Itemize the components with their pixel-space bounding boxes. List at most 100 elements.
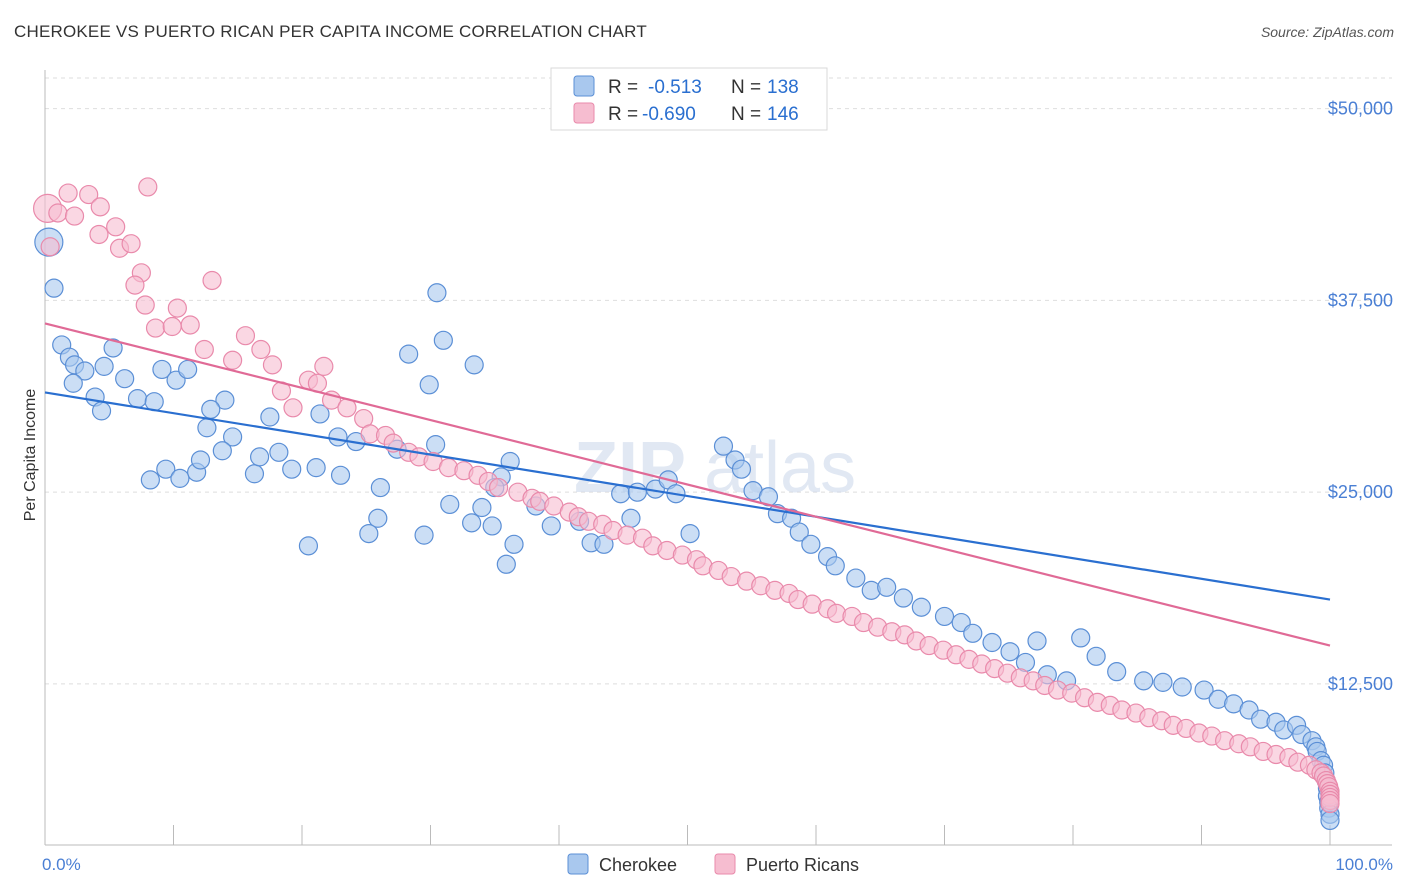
cherokee-point bbox=[731, 459, 752, 479]
cherokee-point bbox=[75, 361, 95, 381]
bottom-legend-label-puerto-rican: Puerto Ricans bbox=[746, 855, 859, 875]
puerto-rican-point bbox=[251, 339, 271, 360]
puerto-rican-point bbox=[162, 316, 182, 337]
cherokee-point bbox=[94, 356, 114, 376]
cherokee-point bbox=[249, 447, 270, 467]
puerto-rican-point bbox=[125, 275, 145, 295]
cherokee-point bbox=[414, 525, 434, 545]
cherokee-point bbox=[1107, 662, 1127, 682]
cherokee-point bbox=[911, 597, 931, 617]
cherokee-point bbox=[140, 470, 160, 490]
gridlines bbox=[45, 77, 1392, 685]
cherokee-point bbox=[1194, 680, 1214, 700]
puerto-rican-point bbox=[89, 224, 109, 245]
cherokee-point bbox=[496, 554, 516, 574]
cherokee-point bbox=[482, 516, 502, 536]
legend-swatch-puerto-rican bbox=[573, 102, 595, 124]
bottom-legend-swatch-puerto-rican bbox=[714, 853, 736, 875]
cherokee-point bbox=[982, 632, 1002, 653]
x-tick-labels: 0.0% 100.0% bbox=[42, 855, 1393, 874]
y-tick-label: $50,000 bbox=[1328, 99, 1393, 119]
y-tick-labels: $12,500 $25,000 $37,500 $50,000 bbox=[1328, 99, 1393, 694]
cherokee-point bbox=[197, 418, 217, 438]
legend-n-value-puerto-rican: 146 bbox=[767, 104, 799, 125]
cherokee-point bbox=[1027, 631, 1047, 651]
cherokee-point bbox=[330, 465, 351, 485]
cherokee-point bbox=[825, 556, 845, 576]
cherokee-point bbox=[63, 373, 83, 393]
cherokee-point bbox=[789, 522, 809, 542]
cherokee-point bbox=[594, 534, 614, 554]
cherokee-point bbox=[44, 278, 64, 298]
legend-n-label-cherokee: N = bbox=[731, 77, 761, 98]
puerto-rican-point bbox=[489, 477, 509, 498]
puerto-rican-point bbox=[283, 398, 303, 418]
cherokee-point bbox=[156, 459, 176, 479]
puerto-rican-point bbox=[223, 350, 243, 370]
cherokee-point bbox=[223, 427, 243, 447]
puerto-rican-point bbox=[145, 318, 166, 338]
legend-r-value-puerto-rican: -0.690 bbox=[642, 104, 696, 125]
source-label: Source: ZipAtlas.com bbox=[1260, 24, 1394, 40]
cherokee-point bbox=[115, 369, 135, 389]
cherokee-point bbox=[426, 435, 446, 455]
cherokee-point bbox=[464, 355, 484, 375]
puerto-rican-point bbox=[180, 315, 200, 335]
y-tick-label: $37,500 bbox=[1328, 290, 1393, 310]
cherokee-point bbox=[370, 477, 390, 498]
cherokee-point bbox=[152, 359, 172, 380]
cherokee-point bbox=[178, 359, 198, 380]
puerto-rican-point bbox=[40, 237, 60, 257]
cherokee-point bbox=[1071, 628, 1091, 648]
puerto-rican-point bbox=[106, 217, 126, 237]
cherokee-point bbox=[462, 513, 482, 533]
cherokee-point bbox=[244, 464, 265, 484]
cherokee-point bbox=[215, 390, 235, 410]
legend-r-label-puerto-rican: R = bbox=[608, 104, 638, 125]
cherokee-point bbox=[359, 523, 379, 544]
cherokee-point bbox=[127, 389, 148, 409]
y-axis-label: Per Capita Income bbox=[22, 389, 39, 522]
cherokee-point bbox=[212, 441, 232, 461]
cherokee-point bbox=[861, 580, 881, 600]
cherokee-point bbox=[269, 442, 289, 462]
puerto-rican-point bbox=[194, 339, 214, 360]
cherokee-point bbox=[328, 427, 348, 447]
cherokee-point bbox=[282, 459, 302, 479]
puerto-rican-point bbox=[121, 234, 141, 254]
puerto-rican-point bbox=[90, 197, 110, 217]
puerto-rican-points bbox=[32, 177, 1340, 814]
cherokee-points bbox=[34, 227, 1340, 831]
cherokee-point bbox=[504, 534, 524, 554]
cherokee-point bbox=[680, 523, 700, 544]
puerto-rican-point bbox=[202, 270, 222, 291]
cherokee-point bbox=[298, 536, 319, 556]
cherokee-point bbox=[91, 401, 112, 421]
legend-r-value-cherokee: -0.513 bbox=[648, 77, 702, 98]
cherokee-point bbox=[399, 344, 419, 364]
cherokee-point bbox=[801, 534, 821, 554]
puerto-rican-point bbox=[58, 183, 78, 203]
puerto-rican-point bbox=[135, 295, 155, 315]
puerto-rican-point bbox=[314, 356, 334, 376]
cherokee-point bbox=[419, 375, 439, 395]
cherokee-point bbox=[541, 516, 561, 536]
bottom-legend-label-cherokee: Cherokee bbox=[599, 855, 677, 875]
cherokee-point bbox=[170, 468, 190, 488]
x-tick-label-max: 100.0% bbox=[1335, 855, 1393, 874]
legend-n-label-puerto-rican: N = bbox=[731, 104, 761, 125]
cherokee-point bbox=[1153, 672, 1173, 692]
cherokee-point bbox=[368, 508, 388, 528]
bottom-legend-swatch-cherokee bbox=[567, 853, 589, 875]
puerto-rican-trendline bbox=[44, 322, 1331, 647]
cherokee-point bbox=[260, 407, 280, 427]
cherokee-point bbox=[621, 508, 641, 528]
cherokee-point bbox=[877, 577, 897, 597]
puerto-rican-point bbox=[64, 206, 85, 226]
cherokee-point bbox=[1320, 810, 1340, 831]
cherokee-point bbox=[1086, 646, 1106, 666]
puerto-rican-point bbox=[438, 458, 459, 478]
cherokee-point bbox=[201, 399, 221, 419]
legend-swatch-cherokee bbox=[573, 75, 595, 97]
